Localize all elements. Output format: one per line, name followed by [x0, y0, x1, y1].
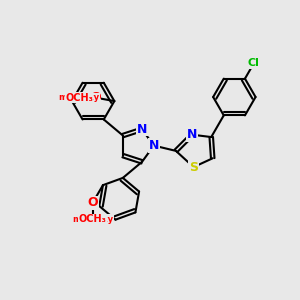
Text: N: N — [137, 123, 147, 136]
Text: O: O — [87, 196, 98, 209]
Text: methoxy: methoxy — [58, 93, 100, 102]
Text: Cl: Cl — [248, 58, 260, 68]
Text: S: S — [189, 160, 198, 174]
Text: N: N — [148, 139, 159, 152]
Text: methoxy: methoxy — [72, 214, 113, 224]
Text: OCH₃: OCH₃ — [79, 214, 106, 224]
Text: O: O — [90, 91, 101, 104]
Text: OCH₃: OCH₃ — [65, 93, 93, 103]
Text: N: N — [187, 128, 197, 141]
